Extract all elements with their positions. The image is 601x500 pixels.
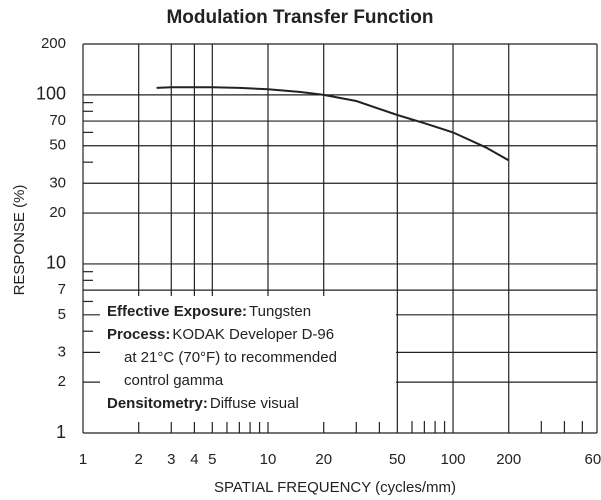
chart-title: Modulation Transfer Function — [166, 7, 433, 28]
annotation: Effective Exposure: Tungsten Process: KODAK… — [107, 303, 337, 412]
y-tick-label: 2 — [58, 373, 66, 390]
x-tick-label: 10 — [260, 451, 277, 468]
annotation-text: KODAK Developer D-96 — [172, 326, 334, 343]
annotation-line: Densitometry: Diffuse visual — [107, 395, 299, 412]
x-axis-label: SPATIAL FREQUENCY (cycles/mm) — [214, 479, 456, 496]
annotation-label: Densitometry: — [107, 395, 208, 412]
x-tick-label: 4 — [190, 451, 198, 468]
x-tick-label: 3 — [167, 451, 175, 468]
x-tick-label: 5 — [208, 451, 216, 468]
y-tick-label: 30 — [49, 174, 66, 191]
y-axis-label: RESPONSE (%) — [11, 185, 28, 296]
y-tick-label: 1 — [56, 422, 66, 442]
annotation-label: Process: — [107, 326, 170, 343]
y-tick-label: 5 — [58, 306, 66, 323]
y-tick-label: 50 — [49, 137, 66, 154]
x-tick-label: 50 — [389, 451, 406, 468]
annotation-text: at 21°C (70°F) to recommended — [124, 349, 337, 366]
y-tick-label: 10 — [46, 253, 66, 273]
y-tick-label: 200 — [41, 35, 66, 52]
annotation-line: at 21°C (70°F) to recommended — [124, 349, 337, 366]
y-tick-label: 20 — [49, 204, 66, 221]
x-tick-label: 200 — [496, 451, 521, 468]
annotation-label: Effective Exposure: — [107, 303, 247, 320]
annotation-text: Diffuse visual — [210, 395, 299, 412]
y-tick-label: 7 — [58, 281, 66, 298]
y-tick-label: 100 — [36, 84, 66, 104]
annotation-text: control gamma — [124, 372, 224, 389]
line — [156, 86, 510, 162]
y-tick-label: 70 — [49, 112, 66, 129]
annotation-line: Process: KODAK Developer D-96 — [107, 326, 334, 343]
x-tick-label: 1 — [79, 451, 87, 468]
annotation-line: Effective Exposure: Tungsten — [107, 303, 311, 320]
plot — [156, 86, 510, 162]
annotation-box — [100, 296, 396, 422]
annotation-line: control gamma — [124, 372, 224, 389]
y-tick-label: 3 — [58, 343, 66, 360]
x-tick-label: 20 — [315, 451, 332, 468]
x-tick-label: 600 — [584, 451, 601, 468]
annotation-text: Tungsten — [249, 303, 311, 320]
x-tick-label: 100 — [441, 451, 466, 468]
x-tick-label: 2 — [135, 451, 143, 468]
